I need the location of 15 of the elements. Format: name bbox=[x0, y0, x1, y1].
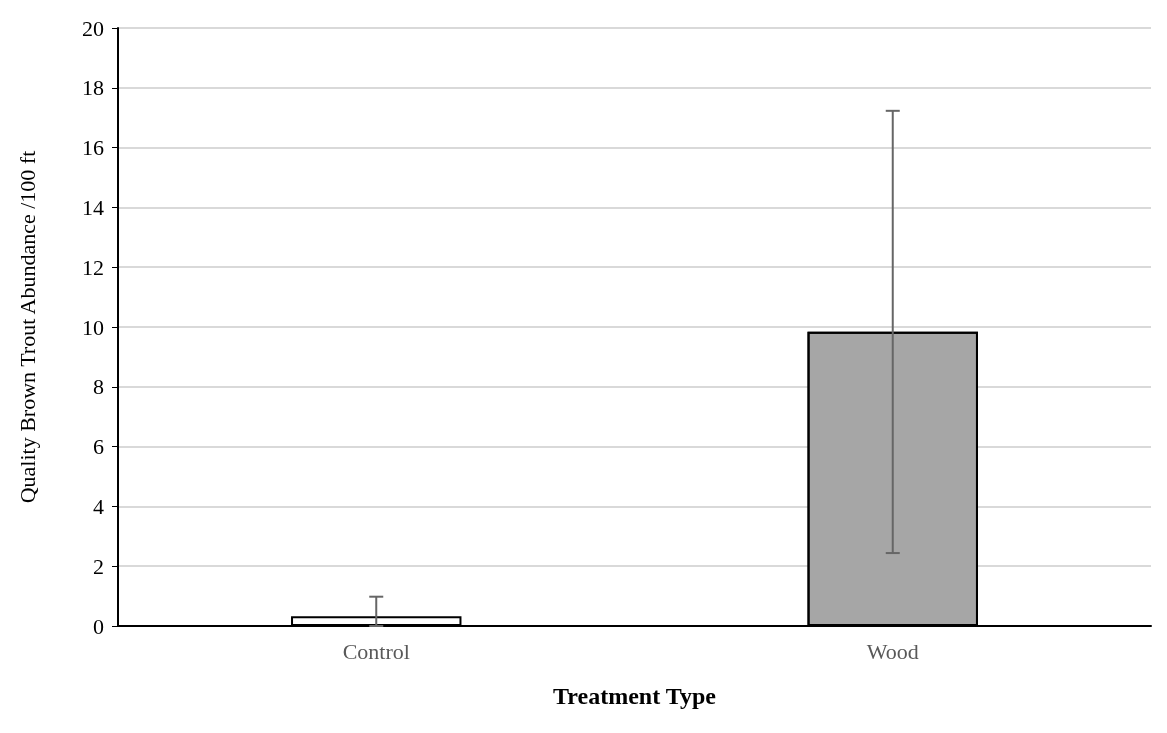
y-tick-label: 16 bbox=[82, 135, 104, 161]
y-tick-label: 8 bbox=[93, 374, 104, 400]
y-tick-label: 14 bbox=[82, 194, 104, 220]
x-axis-title: Treatment Type bbox=[553, 683, 717, 709]
y-tick-label: 6 bbox=[93, 434, 104, 460]
y-tick-label: 18 bbox=[82, 75, 104, 101]
y-tick-label: 0 bbox=[93, 613, 104, 639]
y-tick-label: 4 bbox=[93, 493, 104, 519]
x-tick-label: Control bbox=[342, 638, 410, 664]
y-tick-label: 10 bbox=[82, 314, 104, 340]
y-tick-label: 2 bbox=[93, 553, 104, 579]
y-tick-label: 12 bbox=[82, 254, 104, 280]
y-axis-title: Quality Brown Trout Abundance /100 ft bbox=[14, 150, 40, 504]
x-tick-label: Wood bbox=[866, 638, 919, 664]
y-tick-label: 20 bbox=[82, 15, 104, 41]
